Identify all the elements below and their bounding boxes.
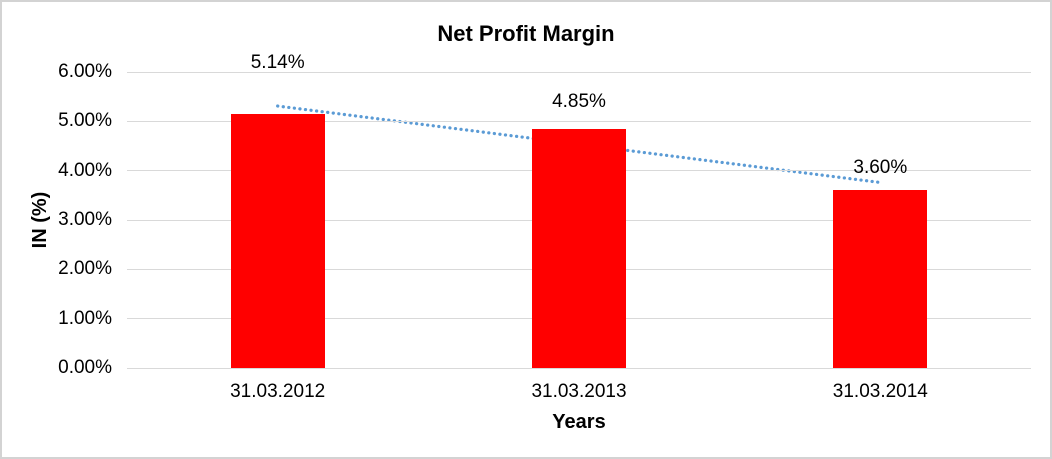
y-tick-label: 1.00%: [58, 307, 112, 329]
x-axis-title: Years: [552, 411, 606, 433]
y-tick-label: 6.00%: [58, 61, 112, 82]
data-label: 4.85%: [552, 90, 606, 112]
category-label: 31.03.2013: [531, 381, 627, 402]
chart-title: Net Profit Margin: [437, 21, 615, 46]
gridline: [127, 367, 1031, 369]
bar: [230, 114, 325, 368]
y-tick-label: 5.00%: [58, 110, 112, 132]
y-tick-label: 0.00%: [58, 357, 112, 378]
bar: [532, 128, 626, 368]
gridline: [127, 120, 1031, 122]
y-tick-label: 3.00%: [58, 209, 112, 230]
category-label: 31.03.2014: [832, 381, 928, 402]
category-label: 31.03.2012: [230, 381, 326, 402]
bar: [833, 190, 928, 368]
y-tick-label: 2.00%: [58, 258, 112, 280]
data-label: 5.14%: [250, 52, 305, 74]
gridline: [127, 71, 1031, 73]
y-tick-label: 4.00%: [58, 159, 112, 181]
data-label: 3.60%: [853, 157, 908, 179]
